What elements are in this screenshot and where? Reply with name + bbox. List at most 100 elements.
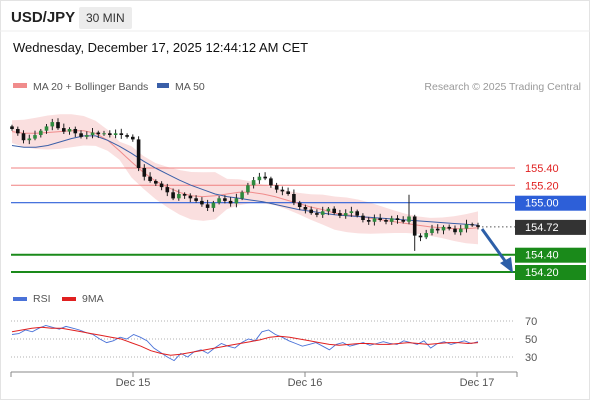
candle-body (234, 198, 239, 204)
candle-body (246, 185, 250, 193)
candle-body (79, 133, 83, 137)
candle-body (470, 224, 475, 226)
candle-body (73, 129, 78, 134)
candle-body (228, 200, 233, 204)
candle-body (62, 128, 66, 132)
forecast-arrow-shaft (480, 228, 510, 266)
candle-body (430, 228, 434, 233)
ma50-line (11, 135, 479, 226)
symbol-label: USD/JPY (11, 9, 76, 26)
candle-body (177, 194, 181, 199)
candle-body (159, 183, 164, 188)
resistance-level-label: 155.40 (525, 163, 559, 175)
candle-body (338, 213, 342, 216)
research-credit: Research © 2025 Trading Central (424, 81, 581, 93)
candle-body (269, 178, 273, 186)
candle-body (171, 192, 175, 199)
price-level-tag (515, 265, 586, 280)
candle-body (441, 226, 446, 231)
candle-body (240, 192, 244, 199)
candle-body (44, 126, 49, 131)
candle-body (412, 216, 417, 236)
price-level-tag (515, 247, 586, 263)
candle-body (361, 215, 365, 220)
candle-body (154, 181, 158, 184)
candle-body (280, 189, 285, 192)
price-level-tag-text: 155.00 (525, 198, 559, 210)
candle-body (447, 226, 452, 229)
timeframe-badge[interactable]: 30 MIN (79, 7, 132, 29)
candle-body (476, 225, 480, 227)
candle-body (182, 194, 187, 196)
candle-body (200, 200, 204, 205)
candle-body (102, 133, 106, 135)
candle-body (384, 220, 388, 222)
price-level-tag-text: 154.40 (525, 250, 559, 262)
rsi-tick-label: 70 (525, 316, 537, 328)
candle-body (320, 211, 325, 215)
candle-body (343, 213, 348, 216)
candle-body (401, 220, 405, 222)
candle-body (366, 220, 371, 222)
candle-body (453, 228, 457, 233)
x-axis-tick-label: Dec 16 (288, 377, 323, 389)
candle-body (274, 185, 279, 190)
candle-body (56, 122, 60, 129)
candle-body (96, 132, 101, 135)
candle-body (297, 202, 302, 207)
candle-body (16, 129, 20, 134)
rsi-panel: 70 50 30 (11, 316, 537, 364)
candle-body (119, 133, 124, 135)
rsi-ma-legend-label: 9MA (82, 293, 104, 305)
x-axis-tick-label: Dec 15 (116, 377, 151, 389)
candle-body (326, 208, 331, 212)
main-legend: MA 20 + Bollinger Bands MA 50 Research ©… (13, 81, 581, 93)
ma20-legend-swatch (13, 83, 27, 88)
candle-body (205, 204, 210, 208)
candle-body (131, 136, 135, 140)
ma20-line (11, 130, 479, 230)
ma50-legend-label: MA 50 (175, 81, 205, 93)
candle-body (418, 235, 423, 238)
candle-body (372, 218, 377, 222)
candle-body (67, 129, 72, 132)
ma50-legend-swatch (157, 83, 169, 88)
price-level-tag (515, 195, 586, 211)
moving-averages (11, 130, 479, 230)
candle-body (194, 198, 198, 201)
candle-body (349, 211, 354, 213)
candle-body (148, 176, 152, 181)
resistance-level-label: 155.20 (525, 180, 559, 192)
candle-body (188, 195, 193, 199)
candle-body (395, 218, 400, 220)
candle-body (407, 216, 411, 222)
rsi-tick-label: 50 (525, 334, 537, 346)
rsi-legend-label: RSI (33, 293, 51, 305)
datetime-label: Wednesday, December 17, 2025 12:44:12 AM… (13, 40, 309, 55)
candle-body (378, 218, 382, 220)
rsi-legend: RSI 9MA (13, 293, 104, 305)
candle-body (459, 228, 463, 233)
candle-body (424, 233, 428, 238)
candle-body (464, 224, 469, 229)
candle-body (85, 135, 89, 137)
forecast-arrow-head (500, 257, 513, 273)
candle-body (303, 207, 308, 210)
candle-body (263, 176, 267, 179)
x-axis-tick-label: Dec 17 (460, 377, 495, 389)
rsi-tick-label: 30 (525, 352, 537, 364)
price-levels (11, 167, 515, 273)
x-axis: Dec 15 Dec 16 Dec 17 (116, 372, 495, 389)
candle-body (39, 130, 43, 135)
candle-body (90, 132, 95, 136)
last-price-tag-text: 154.72 (525, 222, 559, 234)
candle-body (315, 213, 319, 215)
candle-body (211, 202, 216, 208)
price-level-labels: 155.40 155.20 155.00 154.40 154.20 154.72 (515, 163, 586, 280)
candle-body (355, 211, 359, 216)
candle-body (251, 180, 256, 186)
candle-body (21, 133, 26, 141)
candlesticks (10, 118, 480, 251)
